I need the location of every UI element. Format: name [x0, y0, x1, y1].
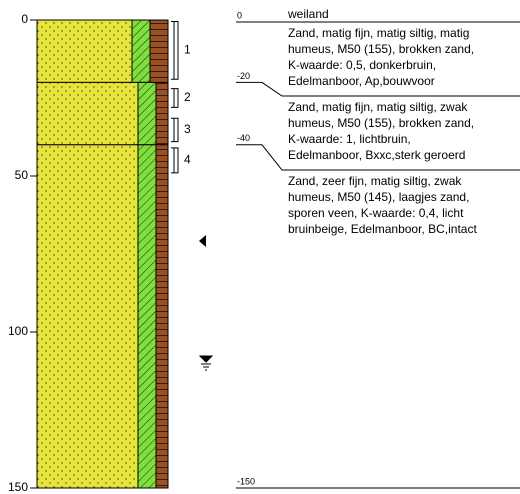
depth-label: 0 — [237, 10, 242, 20]
layer-description: Zand, matig fijn, matig siltig, zwak — [288, 100, 468, 114]
layer-description: Edelmanboor, Bxxc,sterk geroerd — [288, 148, 465, 162]
humus-column — [156, 145, 168, 488]
sample-label: 3 — [184, 122, 191, 136]
layer-description: Edelmanboor, Ap,bouwvoor — [288, 74, 435, 88]
sample-label: 2 — [184, 90, 191, 104]
layer-description: K-waarde: 1, lichtbruin, — [288, 132, 411, 146]
depth-label: -150 — [237, 476, 255, 486]
depth-label: -40 — [237, 133, 250, 143]
layer-description: humeus, M50 (145), laagjes zand, — [288, 190, 469, 204]
water-level-marker — [200, 356, 212, 370]
layer-description: Zand, matig fijn, matig siltig, matig — [288, 26, 469, 40]
sand-column — [37, 82, 138, 144]
silt-column — [138, 145, 156, 488]
layer-description: Zand, zeer fijn, matig siltig, zwak — [288, 174, 462, 188]
boring-log: 0 50 100 150 1 2 3 4 weiland 0 Zand, matig fijn, m… — [0, 0, 520, 494]
layer-description: humeus, M50 (155), brokken zand, — [288, 42, 474, 56]
groundwater-marker — [199, 235, 206, 247]
layer-description: K-waarde: 0,5, donkerbruin, — [288, 58, 436, 72]
tick-label: 100 — [8, 324, 28, 338]
silt-column — [132, 20, 150, 82]
silt-column — [138, 82, 156, 144]
sand-column — [37, 20, 132, 82]
layer-description: bruinbeige, Edelmanboor, BC,intact — [288, 222, 477, 236]
tick-label: 0 — [21, 12, 28, 26]
tick-label: 50 — [15, 168, 29, 182]
humus-column — [150, 20, 168, 82]
layer-description: sporen veen, K-waarde: 0,4, licht — [288, 206, 464, 220]
layer-description: humeus, M50 (155), brokken zand, — [288, 116, 474, 130]
sample-label: 4 — [184, 153, 191, 167]
surface-label: weiland — [287, 7, 329, 21]
sand-column — [37, 145, 138, 488]
tick-label: 150 — [8, 480, 28, 494]
sample-label: 1 — [184, 43, 191, 57]
depth-label: -20 — [237, 71, 250, 81]
humus-column — [156, 82, 168, 144]
